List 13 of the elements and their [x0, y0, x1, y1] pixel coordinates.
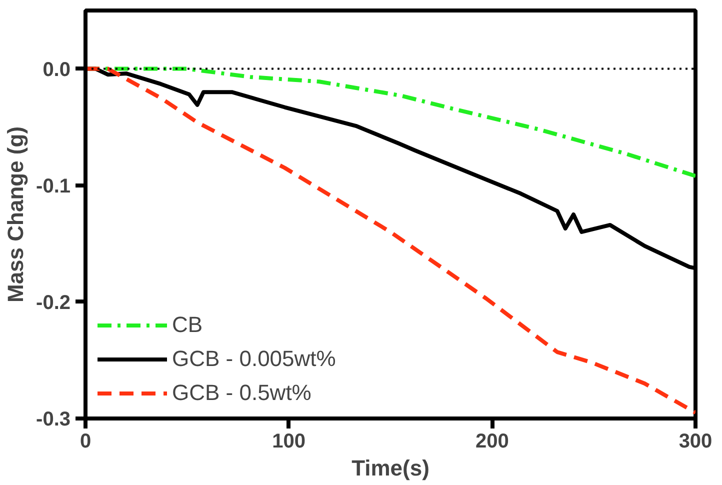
legend-label: GCB - 0.5wt% — [172, 380, 312, 406]
y-tick-label: 0.0 — [42, 58, 71, 81]
x-tick-label: 300 — [678, 430, 712, 452]
y-axis-title: Mass Change (g) — [3, 126, 28, 303]
x-tick-label: 0 — [80, 430, 92, 452]
x-tick-label: 200 — [475, 430, 509, 452]
y-tick-label: -0.3 — [36, 408, 71, 430]
x-axis-title: Time(s) — [352, 456, 430, 480]
x-tick-label: 100 — [272, 430, 306, 452]
legend-label: CB — [172, 312, 203, 338]
y-tick-label: -0.1 — [36, 175, 71, 198]
legend-label: GCB - 0.005wt% — [172, 346, 336, 372]
y-tick-label: -0.2 — [36, 292, 71, 314]
